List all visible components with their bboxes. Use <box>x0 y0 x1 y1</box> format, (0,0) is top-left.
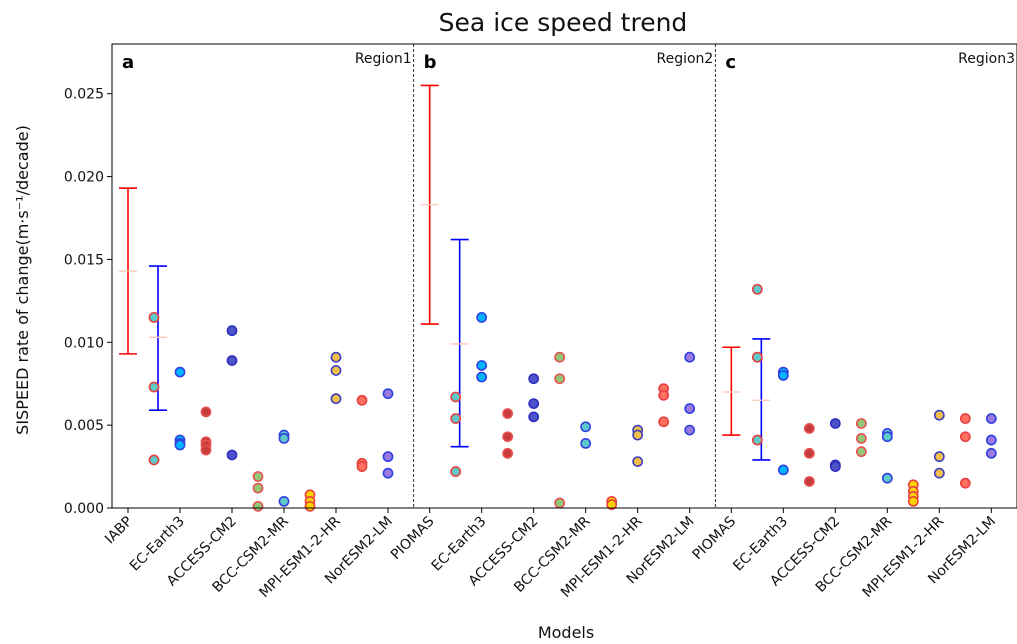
chart-title: Sea ice speed trend <box>439 8 688 37</box>
data-point <box>959 431 971 443</box>
data-point <box>606 499 618 511</box>
data-point <box>174 366 186 378</box>
data-point <box>751 283 763 295</box>
y-tick-label: 0.025 <box>64 87 104 103</box>
data-point <box>959 413 971 424</box>
data-point <box>278 495 290 507</box>
data-point <box>330 365 342 376</box>
data-point <box>304 500 316 512</box>
data-point <box>881 472 893 484</box>
data-point <box>933 409 945 421</box>
data-point <box>148 454 160 466</box>
data-point <box>200 406 212 418</box>
data-point <box>226 325 238 337</box>
axes-frame <box>111 43 1017 509</box>
data-point <box>803 476 815 487</box>
data-point <box>658 416 670 428</box>
x-tick-label: PIOMAS <box>690 513 740 563</box>
data-point <box>684 403 696 414</box>
data-point <box>330 393 342 405</box>
y-tick-label: 0.015 <box>64 252 104 268</box>
data-point <box>502 408 514 419</box>
data-point <box>684 424 696 436</box>
data-point <box>476 360 488 371</box>
y-tick-label: 0.010 <box>64 335 104 351</box>
data-point <box>985 413 997 424</box>
data-point <box>450 466 462 477</box>
data-point <box>356 394 368 406</box>
data-point <box>554 373 566 385</box>
y-tick-label: 0.000 <box>64 501 104 517</box>
data-point <box>751 351 763 363</box>
data-point <box>933 467 945 479</box>
data-point <box>278 432 290 444</box>
data-point <box>985 434 997 446</box>
data-point <box>148 381 160 393</box>
data-point <box>985 447 997 459</box>
panel-letter: c <box>725 52 736 73</box>
data-point <box>252 482 264 494</box>
y-axis-label: SISPEED rate of change(m·s⁻¹/decade) <box>13 125 32 435</box>
data-point <box>382 467 394 479</box>
data-point <box>959 477 971 489</box>
data-point <box>330 351 342 363</box>
data-point <box>148 312 160 323</box>
data-point <box>803 447 815 459</box>
data-point <box>855 432 867 444</box>
data-point <box>502 431 514 443</box>
data-point <box>502 447 514 459</box>
y-tick-label: 0.005 <box>64 418 104 434</box>
data-point <box>382 388 394 400</box>
y-axis-label-text: SISPEED rate of change <box>13 246 32 435</box>
y-tick-label: 0.020 <box>64 170 104 186</box>
data-point <box>855 446 867 458</box>
data-point <box>450 413 462 424</box>
data-point <box>855 418 867 429</box>
data-point <box>777 370 789 381</box>
panel-letter: b <box>424 52 437 73</box>
data-point <box>356 461 368 472</box>
data-point <box>684 351 696 363</box>
x-tick-label: PIOMAS <box>388 513 438 563</box>
data-point <box>632 429 644 441</box>
data-point <box>803 423 815 434</box>
data-point <box>554 497 566 509</box>
data-point <box>580 437 592 449</box>
data-point <box>528 373 540 385</box>
data-point <box>226 449 238 461</box>
data-point <box>200 444 212 456</box>
data-point <box>907 495 919 507</box>
data-point <box>226 355 238 366</box>
panel-region-label: Region2 <box>656 51 713 67</box>
data-point <box>580 421 592 433</box>
data-point <box>829 418 841 429</box>
x-axis-label: Models <box>538 623 594 642</box>
data-point <box>554 351 566 363</box>
data-point <box>658 389 670 401</box>
panel-letter: a <box>122 52 134 73</box>
data-point <box>528 411 540 423</box>
data-point <box>476 312 488 323</box>
plot-area: 0.000 0.005 0.010 0.015 0.020 0.025 a Region1 IA… <box>64 43 1017 601</box>
data-point <box>252 500 264 512</box>
data-point <box>174 439 186 451</box>
data-point <box>382 451 394 463</box>
data-point <box>476 371 488 383</box>
data-point <box>450 391 462 403</box>
y-axis-label-unit: (m·s⁻¹/decade) <box>13 125 32 245</box>
data-point <box>777 464 789 476</box>
data-point <box>528 398 540 409</box>
data-point <box>829 461 841 472</box>
data-point <box>632 456 644 467</box>
data-point <box>933 451 945 463</box>
panel-region-label: Region1 <box>355 51 412 67</box>
data-point <box>881 431 893 443</box>
x-tick-label: IABP <box>102 514 136 548</box>
panel-region-label: Region3 <box>958 51 1015 67</box>
data-point <box>751 434 763 446</box>
data-point <box>252 471 264 482</box>
